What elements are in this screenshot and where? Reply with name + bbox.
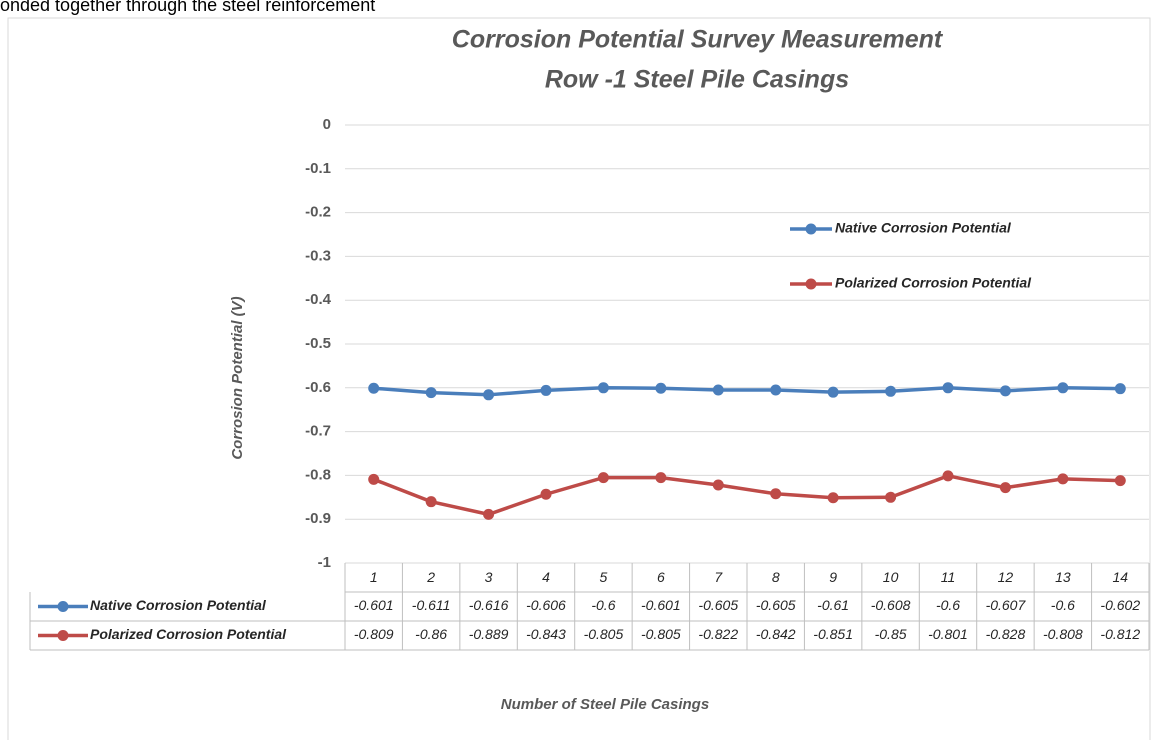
data-point bbox=[885, 385, 897, 397]
table-cell: -0.808 bbox=[1043, 626, 1083, 642]
data-point bbox=[827, 492, 839, 504]
table-cell: -0.608 bbox=[871, 597, 911, 613]
x-tick-label: 2 bbox=[426, 569, 435, 585]
table-cell: -0.809 bbox=[354, 626, 394, 642]
chart-border bbox=[7, 17, 1151, 740]
data-point bbox=[368, 382, 380, 394]
y-tick-label: -0.1 bbox=[305, 160, 331, 177]
data-point bbox=[942, 470, 954, 482]
table-cell: -0.822 bbox=[698, 626, 738, 642]
data-point bbox=[540, 488, 552, 500]
legend-label: Polarized Corrosion Potential bbox=[835, 275, 1032, 291]
table-cell: -0.843 bbox=[526, 626, 566, 642]
table-cell: -0.611 bbox=[412, 597, 451, 613]
table-cell: -0.805 bbox=[584, 626, 624, 642]
y-tick-label: -1 bbox=[318, 554, 331, 571]
data-point bbox=[770, 384, 782, 396]
x-tick-label: 1 bbox=[370, 569, 378, 585]
table-row-label: Native Corrosion Potential bbox=[90, 597, 267, 613]
legend-marker bbox=[805, 278, 817, 290]
data-point bbox=[597, 472, 609, 484]
data-point bbox=[1114, 383, 1126, 395]
data-point bbox=[597, 382, 609, 394]
y-tick-label: -0.5 bbox=[305, 335, 331, 352]
table-key-marker bbox=[57, 630, 69, 641]
data-point bbox=[1057, 473, 1069, 485]
y-tick-label: 0 bbox=[323, 116, 331, 133]
table-cell: -0.812 bbox=[1100, 626, 1140, 642]
x-tick-label: 7 bbox=[714, 569, 723, 585]
table-cell: -0.6 bbox=[936, 597, 960, 613]
y-tick-label: -0.3 bbox=[305, 247, 331, 264]
legend-label: Native Corrosion Potential bbox=[835, 220, 1012, 236]
data-point bbox=[368, 473, 380, 485]
x-tick-label: 11 bbox=[941, 569, 956, 585]
data-point bbox=[770, 488, 782, 500]
data-point bbox=[1114, 475, 1126, 487]
y-axis-label: Corrosion Potential (V) bbox=[229, 296, 246, 459]
x-tick-label: 10 bbox=[883, 569, 899, 585]
table-key-marker bbox=[57, 601, 69, 612]
x-tick-label: 3 bbox=[485, 569, 493, 585]
table-cell: -0.85 bbox=[875, 626, 907, 642]
y-tick-label: -0.9 bbox=[305, 510, 331, 527]
table-row-label: Polarized Corrosion Potential bbox=[90, 626, 287, 642]
table-cell: -0.601 bbox=[354, 597, 394, 613]
data-point bbox=[712, 384, 724, 396]
table-cell: -0.828 bbox=[986, 626, 1026, 642]
table-cell: -0.606 bbox=[526, 597, 566, 613]
data-point bbox=[999, 385, 1011, 397]
series-line bbox=[373, 474, 1121, 517]
table-cell: -0.616 bbox=[469, 597, 509, 613]
x-tick-label: 9 bbox=[829, 569, 837, 585]
table-cell: -0.6 bbox=[1051, 597, 1075, 613]
data-point bbox=[425, 387, 437, 399]
table-cell: -0.605 bbox=[756, 597, 796, 613]
y-tick-label: -0.7 bbox=[305, 423, 331, 440]
data-point bbox=[1057, 382, 1069, 394]
chart-title: Corrosion Potential Survey Measurement bbox=[452, 26, 944, 54]
data-point bbox=[483, 389, 495, 401]
y-tick-label: -0.8 bbox=[305, 466, 331, 483]
table-cell: -0.801 bbox=[928, 626, 968, 642]
table-cell: -0.61 bbox=[817, 597, 849, 613]
y-tick-label: -0.6 bbox=[305, 379, 331, 396]
x-tick-label: 8 bbox=[772, 569, 780, 585]
chart-title: Row -1 Steel Pile Casings bbox=[545, 66, 849, 94]
table-cell: -0.805 bbox=[641, 626, 681, 642]
table-cell: -0.889 bbox=[469, 626, 509, 642]
x-tick-label: 12 bbox=[998, 569, 1014, 585]
table-cell: -0.6 bbox=[591, 597, 615, 613]
data-point bbox=[425, 496, 437, 508]
legend-marker bbox=[805, 223, 817, 235]
data-point bbox=[712, 479, 724, 491]
table-cell: -0.601 bbox=[641, 597, 681, 613]
data-point bbox=[483, 508, 495, 520]
y-tick-label: -0.2 bbox=[305, 204, 331, 221]
table-cell: -0.607 bbox=[986, 597, 1027, 613]
data-point bbox=[885, 491, 897, 503]
data-point bbox=[999, 482, 1011, 494]
y-tick-label: -0.4 bbox=[305, 291, 332, 308]
data-point bbox=[540, 384, 552, 396]
data-point bbox=[655, 382, 667, 394]
data-point bbox=[827, 386, 839, 398]
data-point bbox=[942, 382, 954, 394]
table-cell: -0.86 bbox=[415, 626, 447, 642]
x-axis-label: Number of Steel Pile Casings bbox=[501, 696, 709, 713]
table-cell: -0.605 bbox=[698, 597, 738, 613]
table-cell: -0.851 bbox=[813, 626, 853, 642]
series-line bbox=[373, 386, 1121, 397]
table-cell: -0.842 bbox=[756, 626, 796, 642]
x-tick-label: 5 bbox=[600, 569, 608, 585]
context-text: onded together through the steel reinfor… bbox=[0, 0, 375, 15]
x-tick-label: 14 bbox=[1112, 569, 1128, 585]
table-cell: -0.602 bbox=[1100, 597, 1140, 613]
x-tick-label: 13 bbox=[1055, 569, 1071, 585]
data-point bbox=[655, 472, 667, 484]
x-tick-label: 6 bbox=[657, 569, 665, 585]
x-tick-label: 4 bbox=[542, 569, 550, 585]
